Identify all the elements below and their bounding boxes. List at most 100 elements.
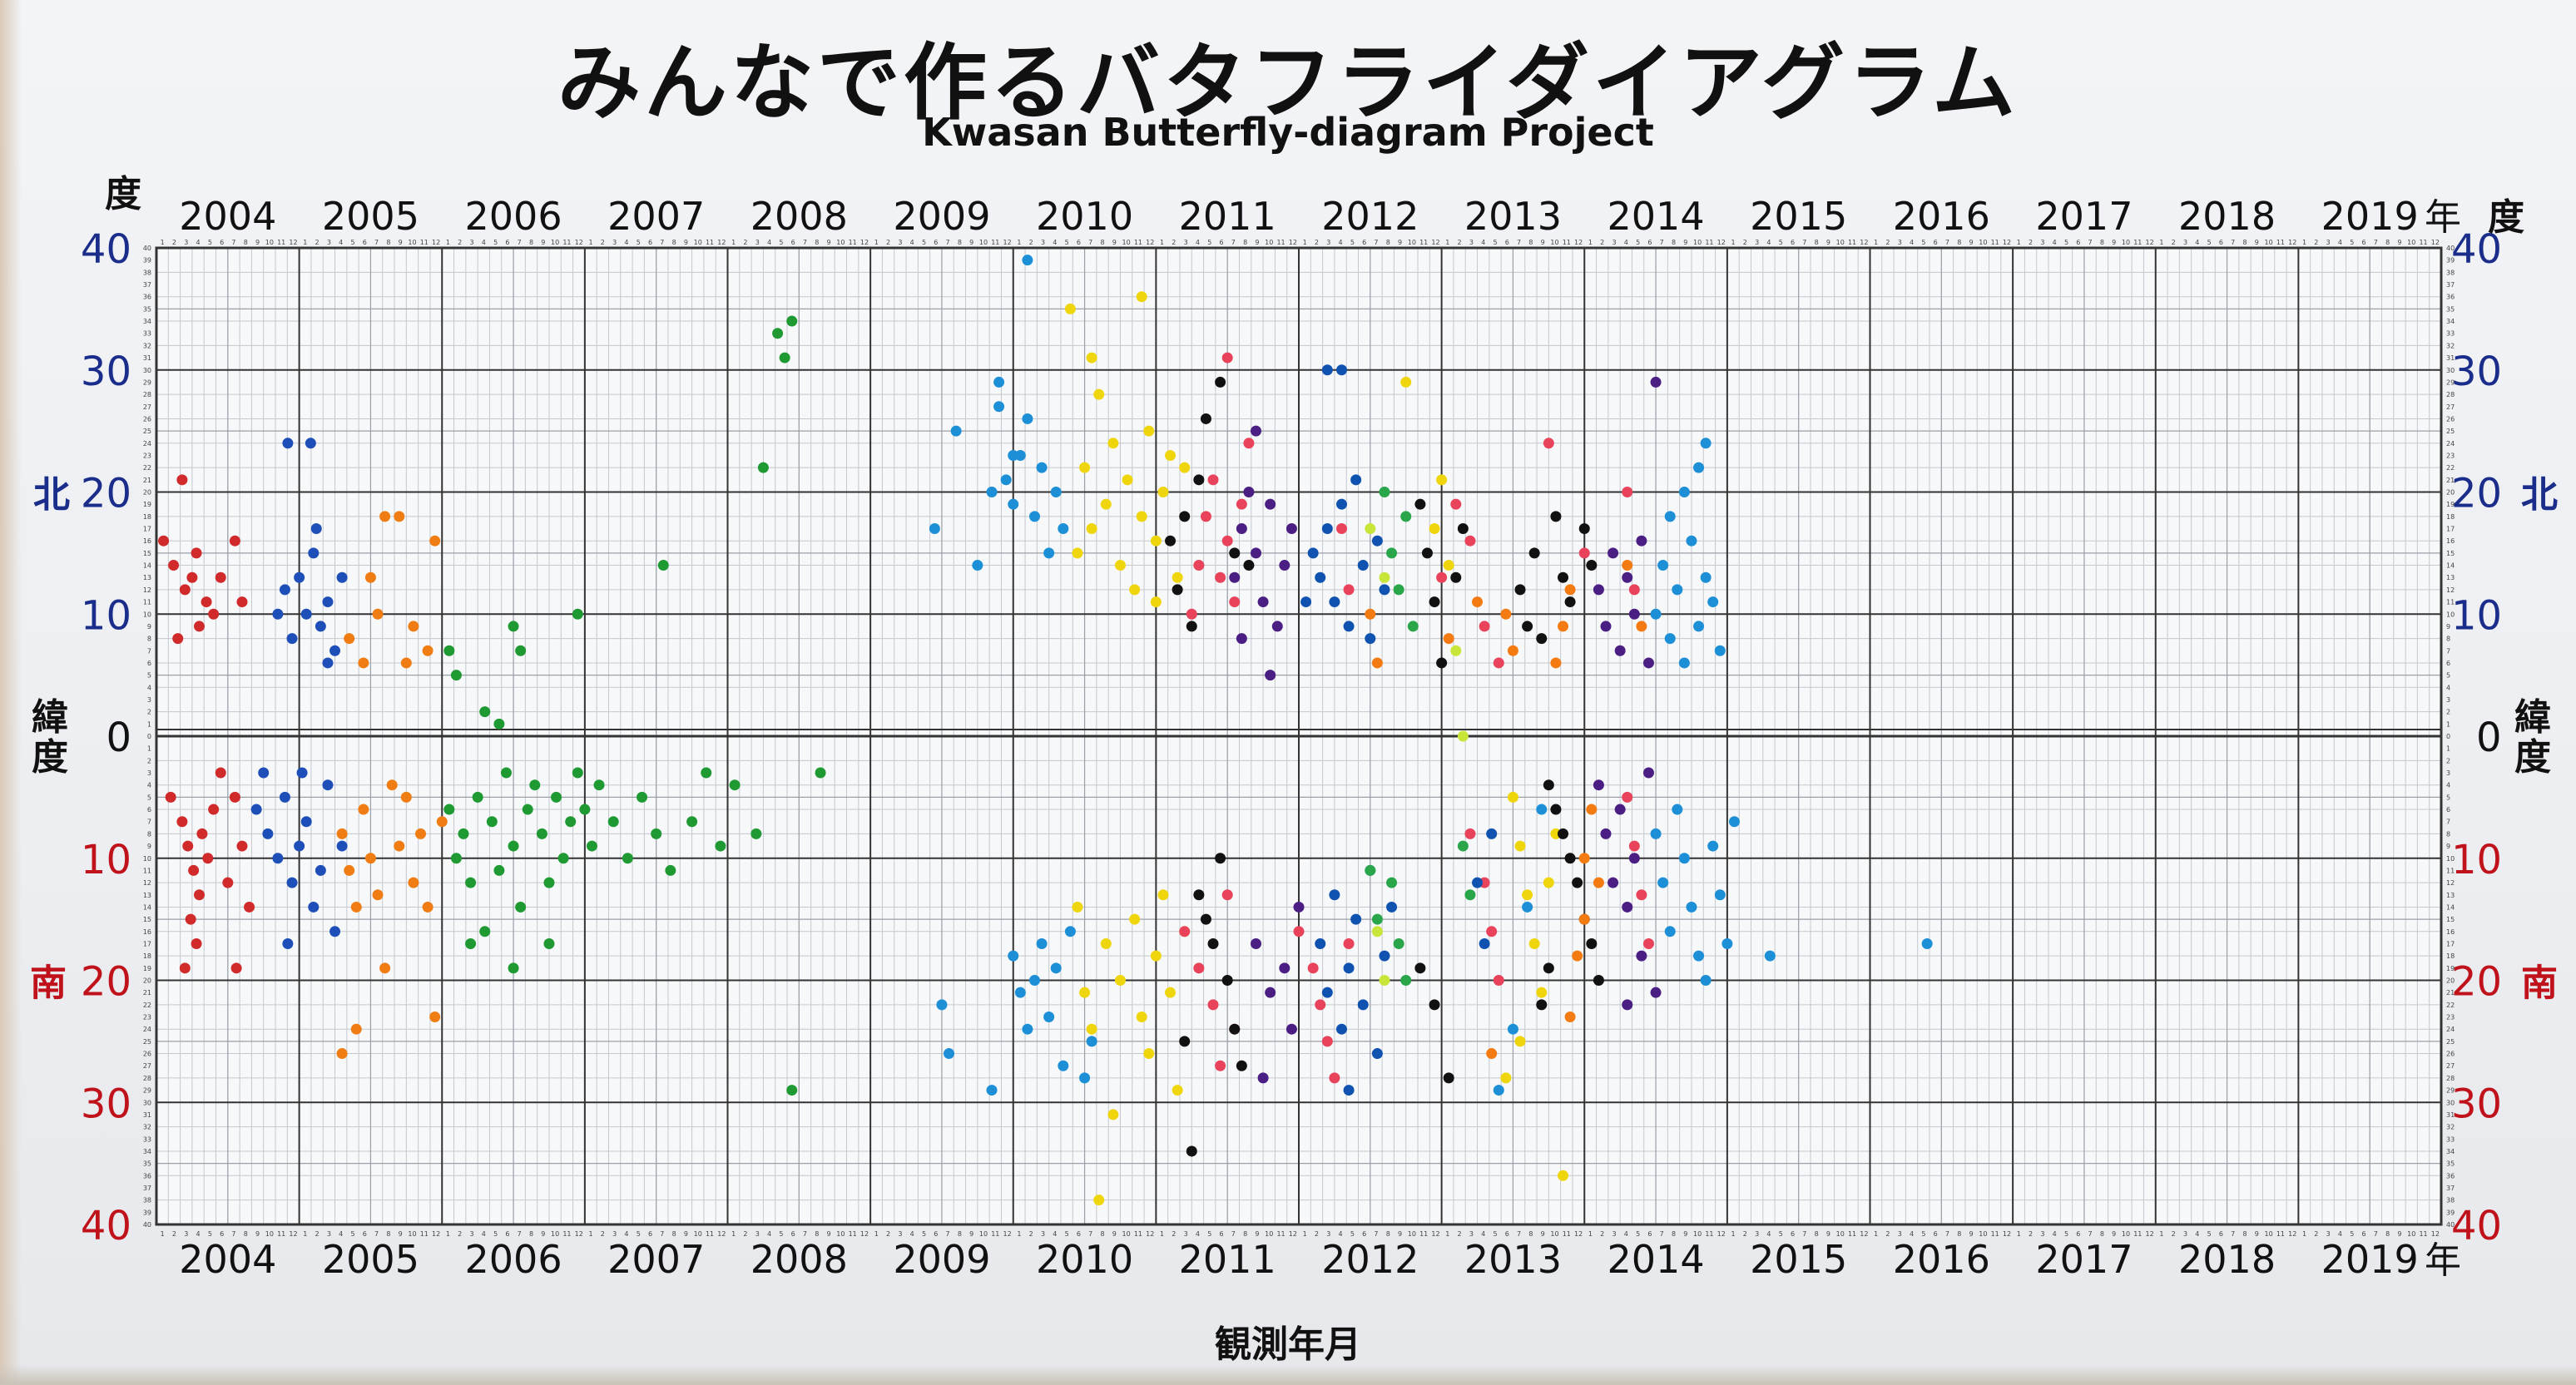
sunspot-point (386, 779, 398, 791)
sunspot-point (1215, 376, 1226, 388)
month-tick: 11 (706, 1230, 714, 1238)
sunspot-point (364, 853, 376, 864)
month-tick: 7 (660, 239, 664, 246)
month-tick: 3 (1898, 239, 1902, 246)
month-tick: 4 (1339, 1230, 1343, 1238)
degree-tick: 4 (2446, 684, 2450, 691)
degree-tick: 10 (2446, 855, 2455, 863)
sunspot-point (1642, 657, 1654, 669)
month-tick: 12 (717, 1230, 726, 1238)
degree-tick: 33 (2446, 1135, 2455, 1143)
sunspot-point (1608, 547, 1619, 559)
sunspot-point (1636, 889, 1647, 901)
degree-tick: 0 (2446, 733, 2450, 740)
month-tick: 11 (1419, 1230, 1428, 1238)
degree-tick: 4 (147, 684, 151, 691)
sunspot-point (1450, 645, 1462, 656)
sunspot-point (1329, 889, 1340, 901)
month-tick: 1 (303, 239, 307, 246)
sunspot-point (1686, 901, 1697, 913)
month-tick: 8 (672, 1230, 676, 1238)
degree-tick: 28 (143, 1075, 151, 1082)
degree-tick: 10 (143, 611, 151, 618)
axis-labels: 2004200420052005200620062007200720082008… (30, 173, 2558, 1282)
sunspot-point (1193, 560, 1205, 571)
month-tick: 3 (1612, 1230, 1616, 1238)
sunspot-point (1365, 608, 1376, 620)
month-tick: 10 (2265, 239, 2273, 246)
month-tick: 4 (2053, 239, 2057, 246)
month-tick: 7 (1802, 239, 1806, 246)
sunspot-point (1421, 547, 1433, 559)
degree-tick: 39 (143, 1209, 151, 1216)
sunspot-point (1107, 1109, 1119, 1120)
month-tick: 2 (1029, 239, 1033, 246)
degree-tick: 11 (143, 599, 151, 606)
north-label-right: 北 (2521, 474, 2558, 517)
sunspot-point (1079, 987, 1091, 998)
sunspot-point (1172, 571, 1183, 583)
degree-tick: 22 (2446, 1002, 2455, 1009)
y-tick-label-zero-right: 0 (2476, 715, 2502, 761)
month-tick: 7 (1231, 1230, 1236, 1238)
x-tick-label-top: 2012 (1321, 194, 1419, 239)
month-tick: 3 (1469, 1230, 1474, 1238)
month-tick: 8 (1672, 1230, 1676, 1238)
sunspot-point (443, 645, 455, 656)
latitude-word-left: 緯 (32, 696, 68, 739)
month-tick: 6 (505, 239, 509, 246)
month-tick: 3 (469, 1230, 473, 1238)
month-tick: 2 (315, 239, 320, 246)
month-tick: 3 (1184, 239, 1188, 246)
month-tick: 7 (1660, 239, 1664, 246)
sunspot-point (322, 779, 334, 791)
degree-tick: 3 (2446, 696, 2450, 704)
sunspot-point (1700, 975, 1712, 986)
month-tick: 9 (1255, 1230, 1259, 1238)
sunspot-point (236, 596, 248, 608)
chart-title: みんなで作るバタフライダイアグラム (557, 34, 2019, 131)
month-tick: 5 (1493, 1230, 1497, 1238)
month-tick: 2 (1172, 239, 1176, 246)
month-tick: 11 (277, 1230, 285, 1238)
degree-tick: 4 (2446, 782, 2450, 789)
sunspot-point (176, 816, 188, 828)
sunspot-point (1129, 913, 1141, 925)
month-tick: 11 (562, 239, 571, 246)
sunspot-point (1251, 425, 1262, 437)
month-tick: 6 (1077, 239, 1081, 246)
sunspot-point (1229, 547, 1241, 559)
degree-tick: 37 (2446, 281, 2455, 289)
degree-tick: 26 (2446, 1051, 2455, 1058)
sunspot-point (465, 877, 477, 888)
degree-tick: 1 (147, 720, 151, 728)
degree-tick: 40 (2446, 245, 2455, 252)
degree-tick: 1 (2446, 745, 2450, 753)
month-tick: 7 (1517, 239, 1521, 246)
sunspot-point (986, 1085, 998, 1096)
sunspot-point (786, 1085, 798, 1096)
degree-tick: 11 (143, 867, 151, 874)
sunspot-point (1764, 950, 1776, 962)
y-tick-label-north-right: 30 (2451, 349, 2502, 395)
sunspot-point (508, 621, 519, 632)
sunspot-point (1143, 425, 1155, 437)
month-tick: 2 (1458, 1230, 1462, 1238)
month-tick: 8 (2242, 239, 2247, 246)
month-tick: 7 (1945, 1230, 1949, 1238)
degree-tick: 14 (143, 903, 151, 911)
sunspot-point (1186, 608, 1197, 620)
sunspot-point (1664, 511, 1676, 522)
month-tick: 1 (1874, 1230, 1878, 1238)
month-tick: 4 (1910, 239, 1914, 246)
x-tick-label-top: 2007 (607, 194, 705, 239)
sunspot-point (1400, 511, 1412, 522)
sunspot-point (1564, 1012, 1576, 1023)
sunspot-point (715, 840, 726, 852)
sunspot-point (1414, 962, 1426, 974)
sunspot-point (479, 706, 491, 718)
month-tick: 3 (1041, 1230, 1045, 1238)
month-tick: 8 (529, 239, 533, 246)
month-tick: 4 (339, 1230, 343, 1238)
sunspot-point (229, 535, 240, 547)
